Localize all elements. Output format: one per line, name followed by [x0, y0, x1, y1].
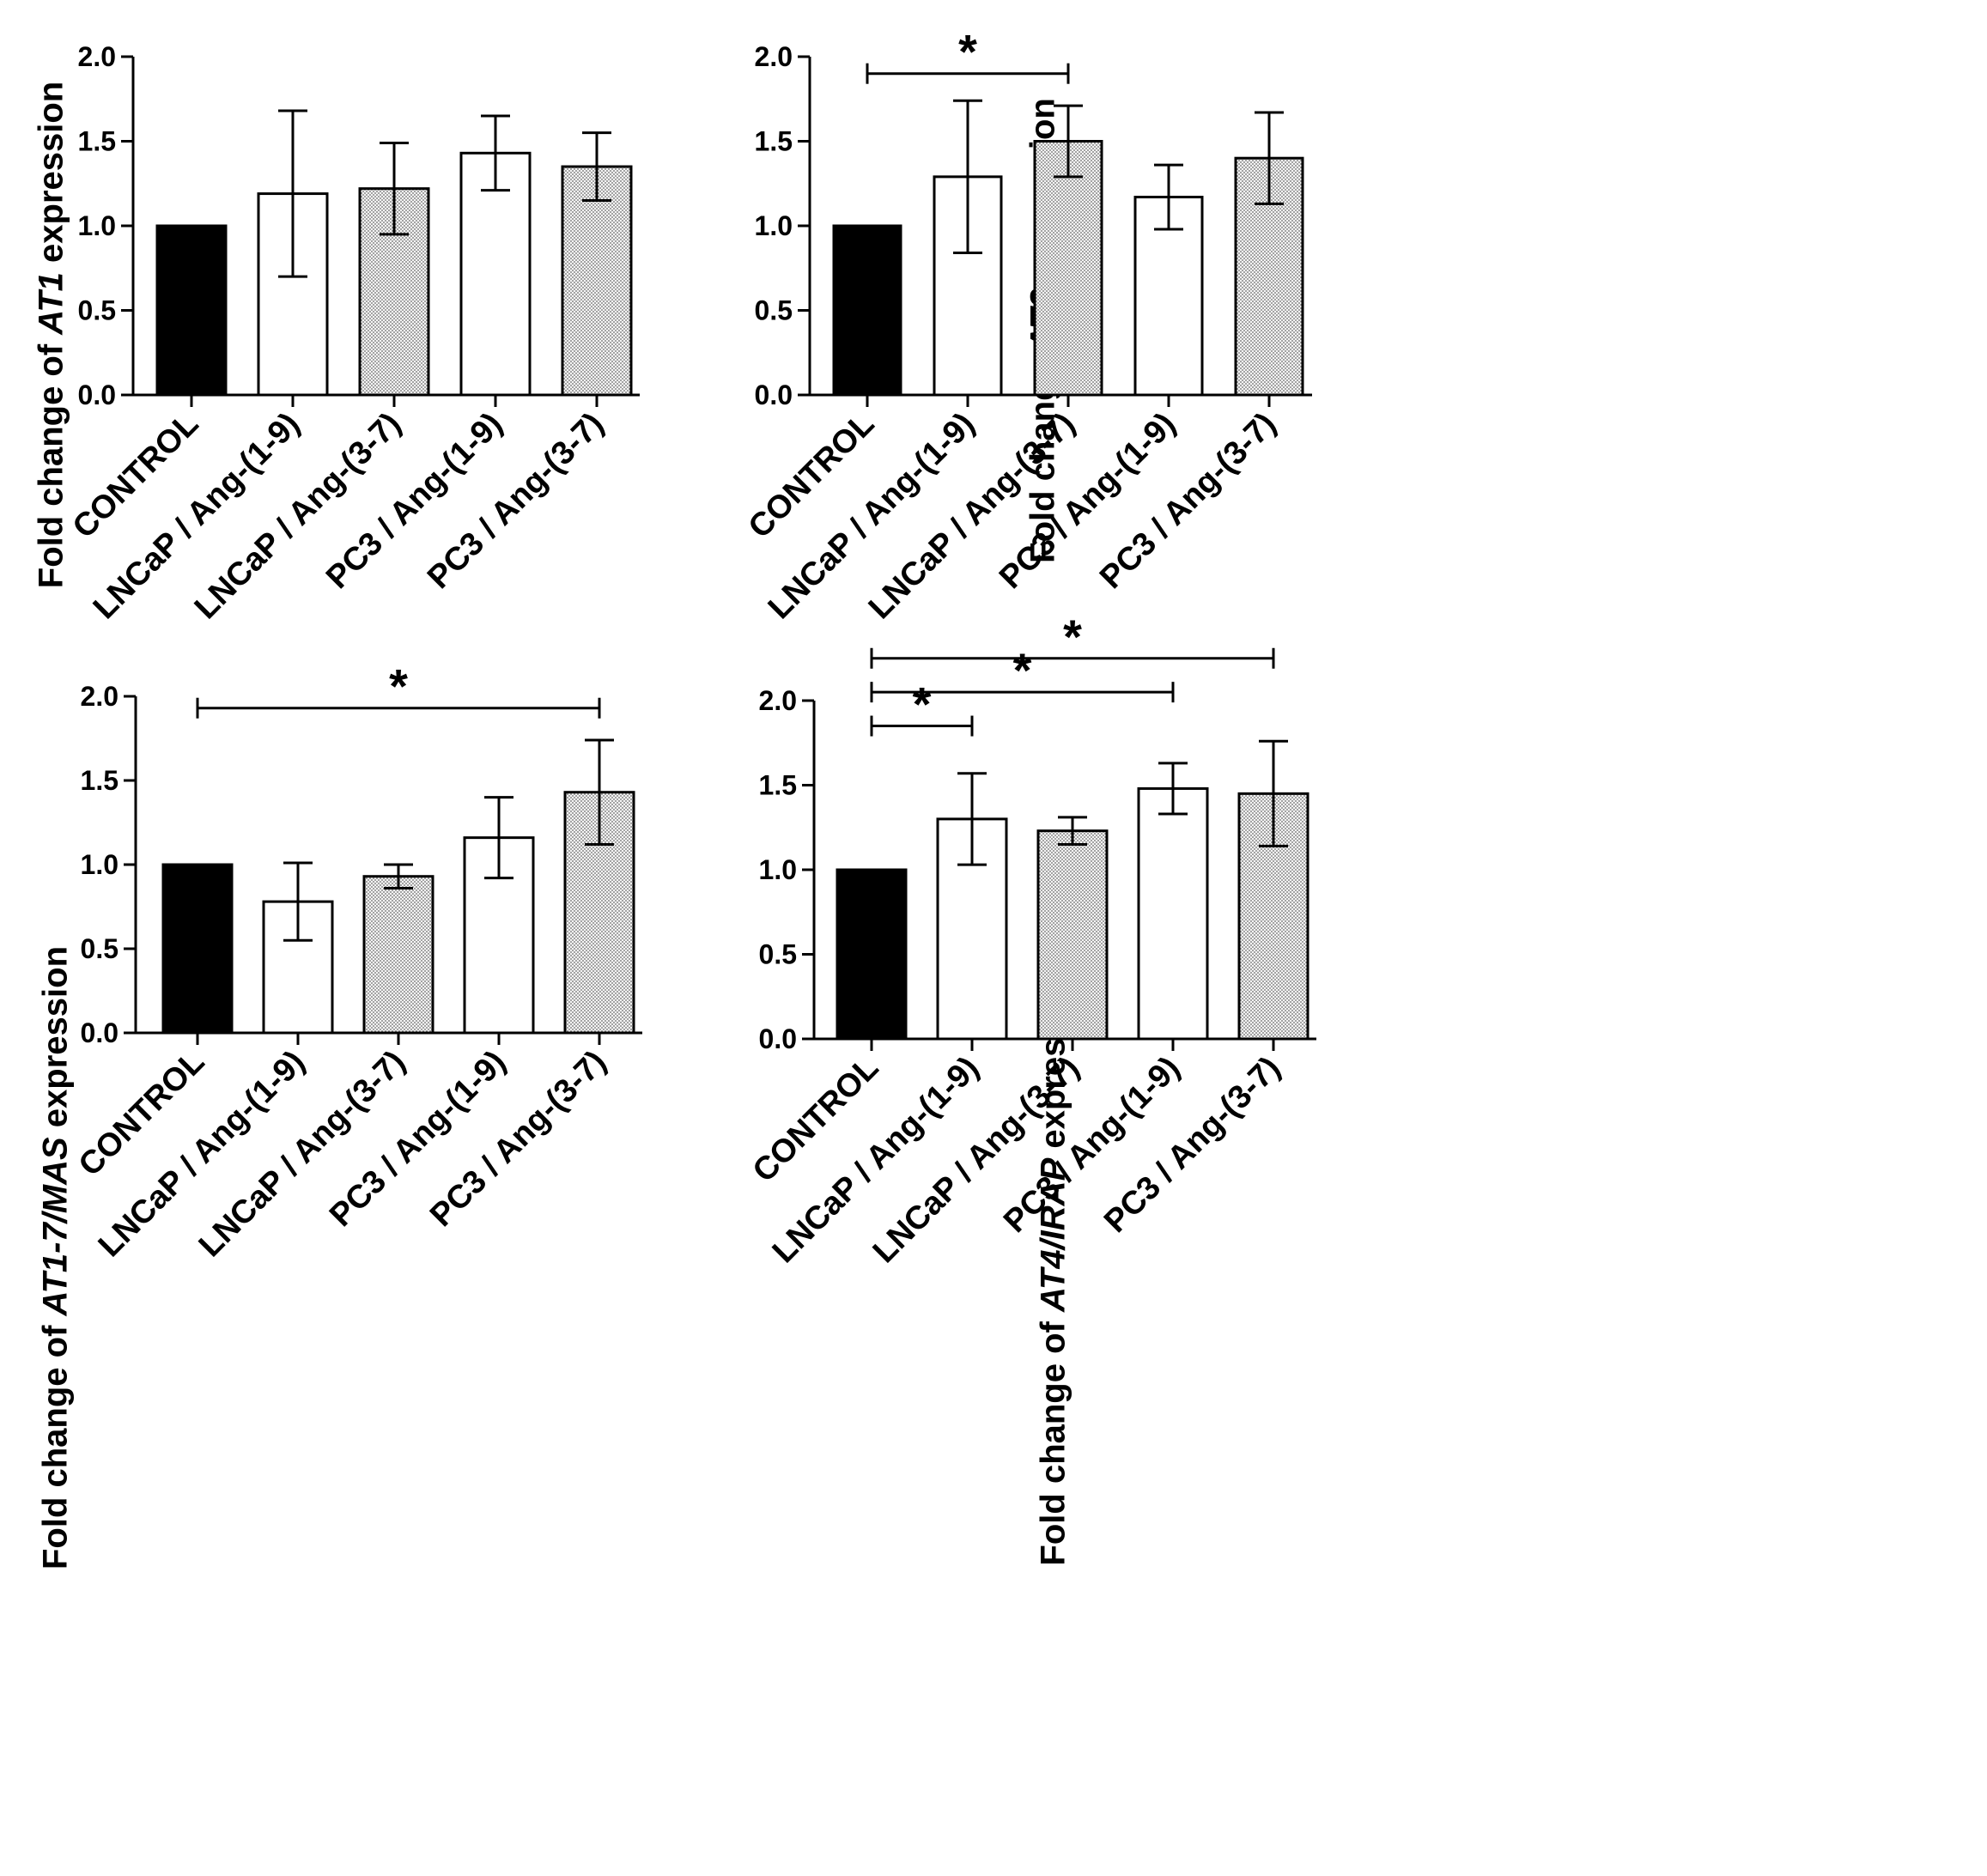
- bar-3: [1033, 140, 1103, 397]
- category-label-4: PC3 / Ang-(1-9): [993, 406, 1182, 596]
- y-tick-label: 0.0: [759, 1023, 797, 1054]
- y-tick-label: 0.5: [78, 295, 116, 326]
- significance-star: *: [389, 659, 408, 713]
- bar-1: [836, 868, 908, 1041]
- category-label-4: PC3 / Ang-(1-9): [319, 406, 509, 596]
- bar-1: [161, 863, 234, 1035]
- significance-star: *: [913, 677, 932, 732]
- y-tick-label: 1.0: [78, 210, 116, 241]
- y-tick-label: 1.5: [759, 770, 797, 801]
- category-label-5: PC3 / Ang-(3-7): [421, 406, 611, 596]
- y-tick-label: 2.0: [759, 685, 797, 716]
- y-tick-label: 2.0: [78, 41, 116, 72]
- significance-star: *: [1063, 610, 1082, 664]
- y-tick-label: 1.5: [81, 765, 118, 796]
- category-label-4: PC3 / Ang-(1-9): [997, 1050, 1187, 1240]
- category-label-4: PC3 / Ang-(1-9): [323, 1044, 513, 1234]
- category-label-5: PC3 / Ang-(3-7): [1097, 1050, 1287, 1240]
- y-tick-label: 2.0: [755, 41, 793, 72]
- bar-4: [1137, 786, 1209, 1041]
- panel-at1: Fold change of AT1 expression 0.0 0.5 1.0 1…: [0, 0, 994, 902]
- bar-3: [362, 875, 434, 1035]
- panel-at2: Fold change AT2 expression 0.00.51.01.52…: [742, 0, 1987, 902]
- bar-3: [1036, 829, 1109, 1041]
- y-tick-label: 0.0: [78, 379, 116, 410]
- y-tick-label: 1.0: [755, 210, 793, 241]
- y-tick-label: 2.0: [81, 681, 118, 712]
- panel-at4-irap: Fold change of AT4/IRAP expression 0.0 0.…: [746, 610, 1987, 1876]
- bar-1: [155, 224, 228, 397]
- y-tick-label: 1.0: [81, 849, 118, 880]
- significance-star: *: [958, 25, 977, 79]
- y-tick-label: 1.0: [759, 854, 797, 885]
- category-label-5: PC3 / Ang-(3-7): [1093, 406, 1283, 596]
- y-tick-label: 0.5: [759, 939, 797, 970]
- significance-star: *: [1013, 643, 1032, 697]
- y-tick-label: 1.5: [78, 126, 116, 157]
- y-tick-label: 1.5: [755, 126, 793, 157]
- y-tick-label: 0.5: [755, 295, 793, 326]
- bar-4: [459, 151, 532, 397]
- category-label-5: PC3 / Ang-(3-7): [423, 1044, 613, 1234]
- y-tick-label: 0.5: [81, 933, 118, 964]
- y-tick-label: 0.0: [755, 379, 793, 410]
- y-tick-label: 0.0: [81, 1017, 118, 1048]
- panel-at1-7-mas: Fold change of AT1-7/MAS expression 0.0 0…: [0, 659, 994, 1876]
- bar-1: [832, 224, 902, 397]
